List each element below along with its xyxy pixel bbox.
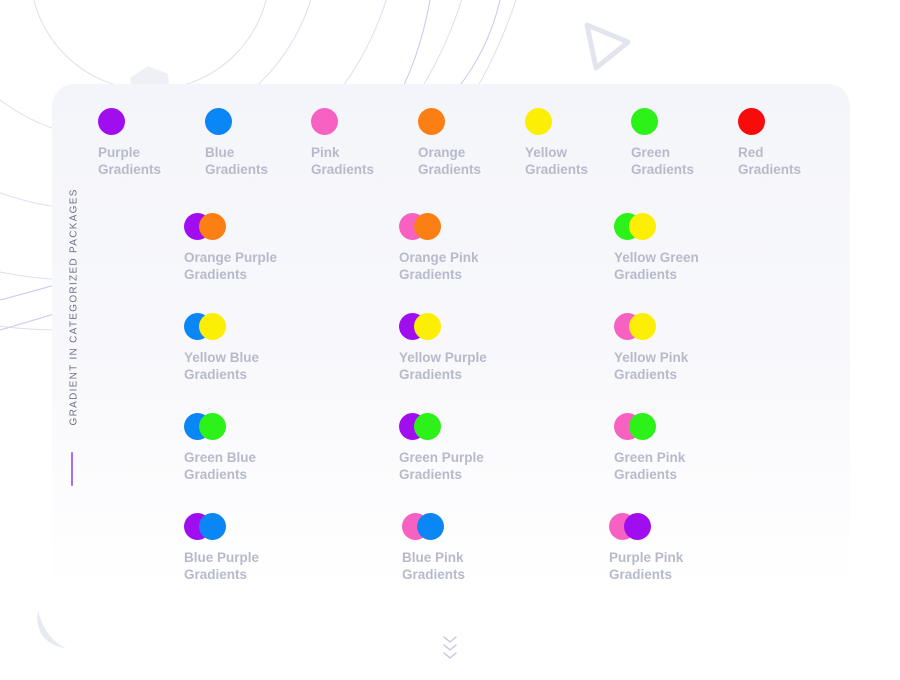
gradient-label: Green: [631, 145, 671, 160]
gradient-package-card: [52, 84, 850, 592]
gradient-label-suffix: Gradients: [525, 161, 589, 177]
color-pair-dots: [184, 313, 244, 340]
gradient-label: Yellow Pink: [614, 350, 689, 365]
pair-gradient-green-purple[interactable]: Green Purple Gradients: [399, 413, 539, 483]
blue-color-dot: [205, 108, 232, 135]
yellow-color-dot: [525, 108, 552, 135]
gradient-label: Purple: [98, 145, 141, 160]
pair-gradient-yellow-purple[interactable]: Yellow Purple Gradients: [399, 313, 539, 383]
pair-gradient-yellow-pink[interactable]: Yellow Pink Gradients: [614, 313, 754, 383]
pair-gradient-orange-pink[interactable]: Orange Pink Gradients: [399, 213, 539, 283]
pair-gradient-green-pink[interactable]: Green Pink Gradients: [614, 413, 754, 483]
color-pair-dots: [399, 413, 459, 440]
gradient-label: Orange Purple: [184, 250, 278, 265]
gradient-label: Blue: [205, 145, 235, 160]
single-gradient-pink[interactable]: Pink Gradients: [311, 108, 421, 178]
pair-gradient-blue-purple[interactable]: Blue Purple Gradients: [184, 513, 324, 583]
color-pair-dots: [402, 513, 462, 540]
gradient-label: Yellow: [525, 145, 568, 160]
gradient-label-suffix: Gradients: [205, 161, 269, 177]
color-pair-dots: [399, 313, 459, 340]
color-dot: [624, 513, 651, 540]
gradient-label-suffix: Gradients: [614, 466, 678, 482]
crescent-decoration: [37, 610, 66, 648]
pink-color-dot: [311, 108, 338, 135]
gradient-label-suffix: Gradients: [609, 566, 673, 582]
gradient-label-suffix: Gradients: [311, 161, 375, 177]
gradient-label: Yellow Green: [614, 250, 699, 265]
gradient-label-suffix: Gradients: [738, 161, 802, 177]
red-color-dot: [738, 108, 765, 135]
color-dot: [414, 213, 441, 240]
gradient-label: Green Blue: [184, 450, 257, 465]
gradient-label-suffix: Gradients: [399, 466, 463, 482]
pair-gradient-blue-pink[interactable]: Blue Pink Gradients: [402, 513, 542, 583]
color-dot: [414, 313, 441, 340]
gradient-label: Pink: [311, 145, 340, 160]
orange-color-dot: [418, 108, 445, 135]
gradient-label: Yellow Blue: [184, 350, 260, 365]
gradient-label: Red: [738, 145, 764, 160]
gradient-label-suffix: Gradients: [418, 161, 482, 177]
gradient-label-suffix: Gradients: [399, 366, 463, 382]
color-pair-dots: [399, 213, 459, 240]
pair-gradient-purple-pink[interactable]: Purple Pink Gradients: [609, 513, 749, 583]
gradient-label-suffix: Gradients: [184, 466, 248, 482]
pair-gradient-yellow-blue[interactable]: Yellow Blue Gradients: [184, 313, 324, 383]
scroll-down-chevron-icon[interactable]: [440, 634, 460, 664]
gradient-label-suffix: Gradients: [184, 266, 248, 282]
color-dot: [199, 413, 226, 440]
color-dot: [414, 413, 441, 440]
color-pair-dots: [609, 513, 669, 540]
gradient-label: Green Purple: [399, 450, 484, 465]
single-gradient-purple[interactable]: Purple Gradients: [98, 108, 208, 178]
gradient-label-suffix: Gradients: [184, 566, 248, 582]
color-dot: [199, 313, 226, 340]
side-label-accent-line: [71, 452, 73, 486]
color-pair-dots: [614, 313, 674, 340]
gradient-label-suffix: Gradients: [98, 161, 162, 177]
pair-gradient-yellow-green[interactable]: Yellow Green Gradients: [614, 213, 754, 283]
single-gradient-yellow[interactable]: Yellow Gradients: [525, 108, 635, 178]
color-dot: [629, 313, 656, 340]
single-gradient-blue[interactable]: Blue Gradients: [205, 108, 315, 178]
purple-color-dot: [98, 108, 125, 135]
color-dot: [629, 213, 656, 240]
single-gradient-orange[interactable]: Orange Gradients: [418, 108, 528, 178]
triangle-decoration: [584, 22, 631, 71]
gradient-label-suffix: Gradients: [631, 161, 695, 177]
gradient-label: Orange Pink: [399, 250, 479, 265]
gradient-label: Green Pink: [614, 450, 686, 465]
color-pair-dots: [184, 413, 244, 440]
gradient-label: Blue Pink: [402, 550, 464, 565]
gradient-label-suffix: Gradients: [399, 266, 463, 282]
color-pair-dots: [614, 213, 674, 240]
green-color-dot: [631, 108, 658, 135]
gradient-label-suffix: Gradients: [402, 566, 466, 582]
color-dot: [199, 513, 226, 540]
gradient-label-suffix: Gradients: [614, 266, 678, 282]
single-gradient-red[interactable]: Red Gradients: [738, 108, 848, 178]
pair-gradient-orange-purple[interactable]: Orange Purple Gradients: [184, 213, 324, 283]
color-pair-dots: [614, 413, 674, 440]
color-pair-dots: [184, 513, 244, 540]
side-section-label: GRADIENT IN CATEGORIZED PACKAGES: [68, 188, 80, 426]
single-gradient-green[interactable]: Green Gradients: [631, 108, 741, 178]
color-dot: [629, 413, 656, 440]
gradient-label: Blue Purple: [184, 550, 260, 565]
color-dot: [199, 213, 226, 240]
gradient-label: Yellow Purple: [399, 350, 487, 365]
gradient-label-suffix: Gradients: [614, 366, 678, 382]
color-dot: [417, 513, 444, 540]
gradient-label: Purple Pink: [609, 550, 684, 565]
gradient-label: Orange: [418, 145, 466, 160]
gradient-label-suffix: Gradients: [184, 366, 248, 382]
color-pair-dots: [184, 213, 244, 240]
pair-gradient-green-blue[interactable]: Green Blue Gradients: [184, 413, 324, 483]
